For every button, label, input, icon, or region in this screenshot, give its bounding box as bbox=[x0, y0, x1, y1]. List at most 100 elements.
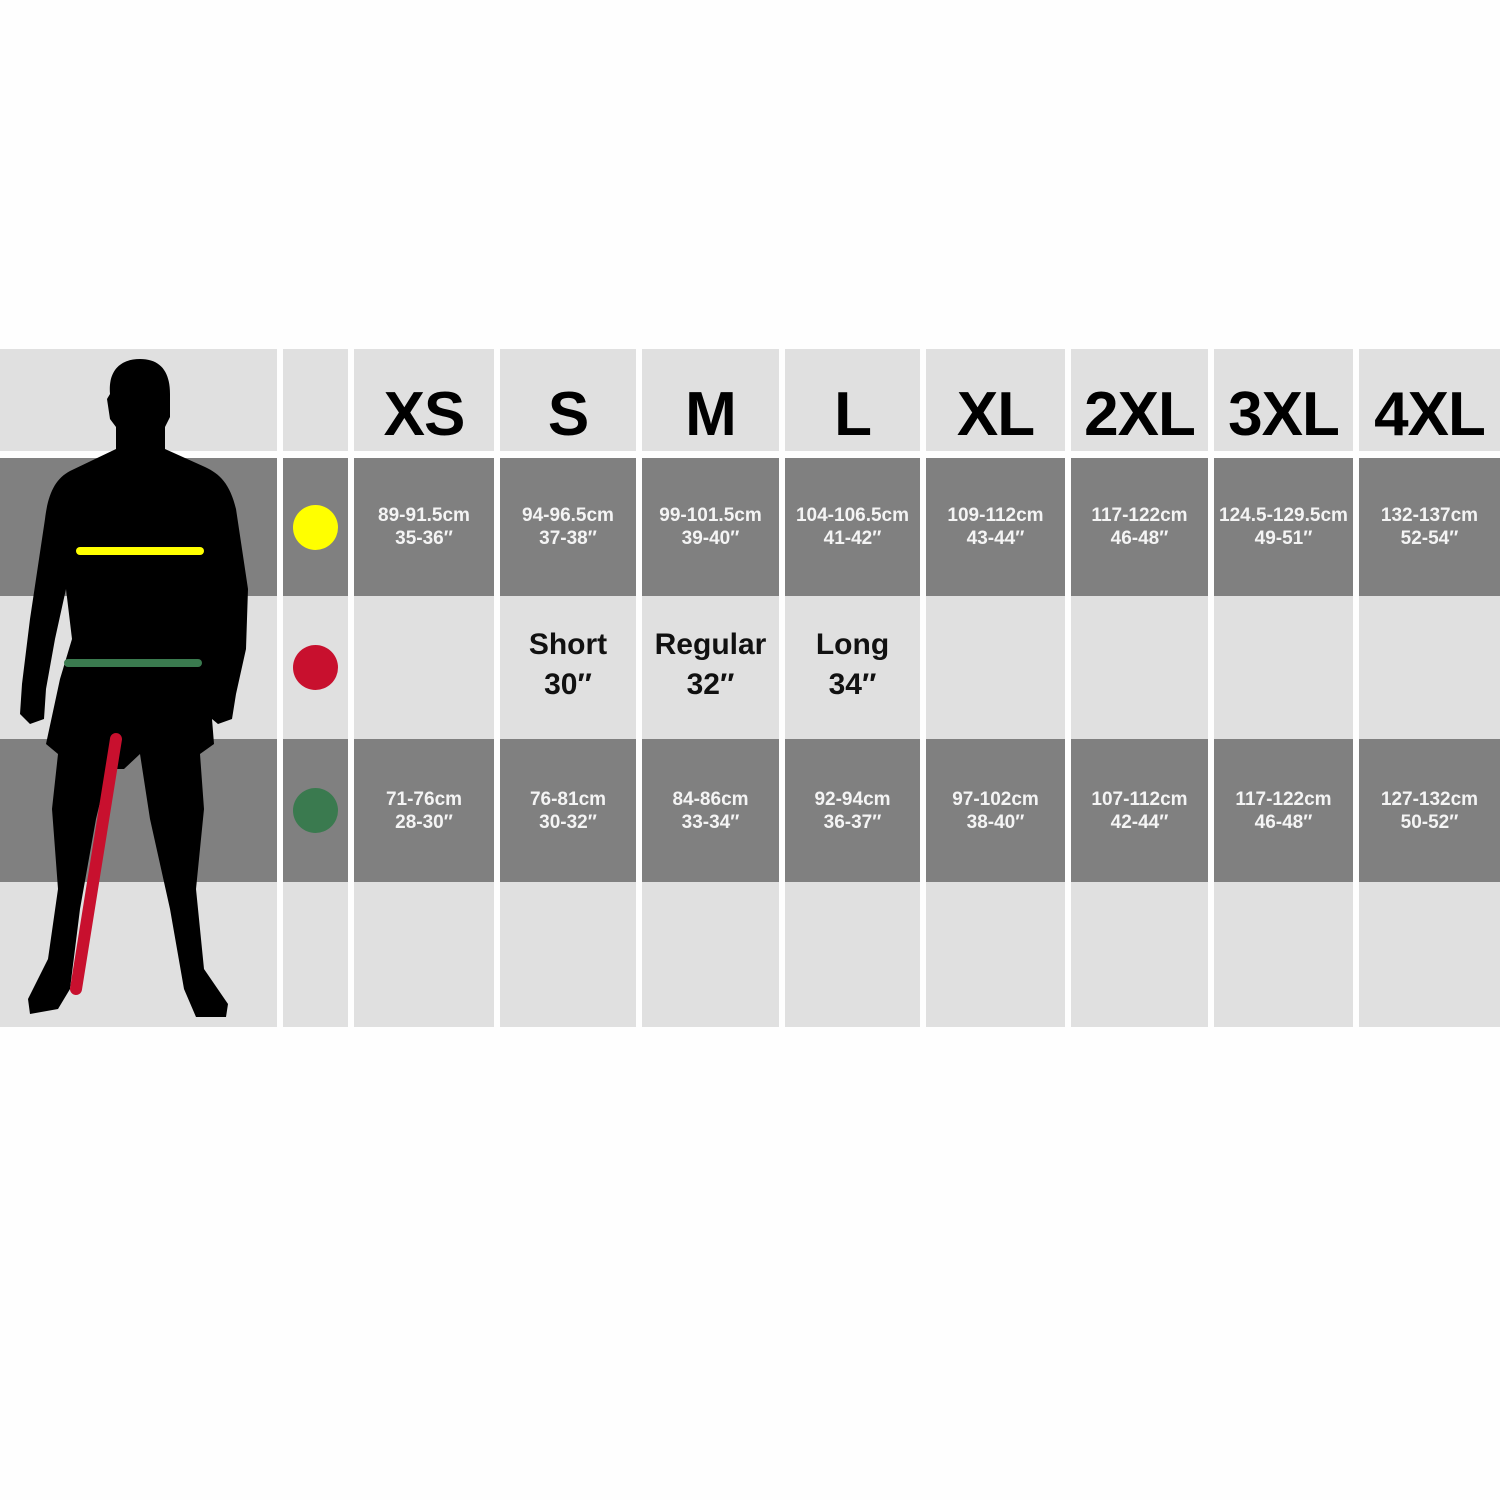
figure-row-bg bbox=[0, 739, 277, 882]
empty-cell bbox=[926, 882, 1065, 1027]
size-column-4xl: 4XL 132-137cm 52-54″ 127-132cm 50-52″ bbox=[1359, 349, 1500, 1027]
leg-name: Regular bbox=[654, 627, 767, 661]
waist-in: 38-40″ bbox=[966, 811, 1025, 833]
chest-cell: 99-101.5cm 39-40″ bbox=[642, 458, 779, 596]
size-label: M bbox=[685, 379, 737, 449]
size-header-cell: M bbox=[642, 349, 779, 451]
waist-cell: 127-132cm 50-52″ bbox=[1359, 739, 1500, 882]
legend-column bbox=[283, 349, 348, 1027]
waist-in: 30-32″ bbox=[539, 811, 597, 833]
inside-leg-cell: Short 30″ bbox=[500, 596, 636, 739]
inside-leg-cell: Regular 32″ bbox=[642, 596, 779, 739]
waist-cell: 97-102cm 38-40″ bbox=[926, 739, 1065, 882]
size-label: L bbox=[834, 379, 872, 449]
chest-cm: 132-137cm bbox=[1380, 505, 1479, 526]
inside-leg-dot-icon bbox=[293, 645, 338, 690]
empty-cell bbox=[1359, 882, 1500, 1027]
waist-in: 28-30″ bbox=[395, 811, 453, 833]
size-column-xs: XS 89-91.5cm 35-36″ 71-76cm 28-30″ bbox=[354, 349, 494, 1027]
waist-cell: 76-81cm 30-32″ bbox=[500, 739, 636, 882]
chest-in: 52-54″ bbox=[1400, 528, 1459, 549]
chest-in: 37-38″ bbox=[539, 528, 597, 549]
chest-in: 46-48″ bbox=[1110, 528, 1169, 549]
waist-cell: 84-86cm 33-34″ bbox=[642, 739, 779, 882]
size-header-cell: 2XL bbox=[1071, 349, 1208, 451]
chest-cm: 89-91.5cm bbox=[378, 505, 470, 526]
size-label: 3XL bbox=[1228, 379, 1340, 449]
leg-name: Short bbox=[528, 627, 608, 661]
waist-in: 42-44″ bbox=[1110, 811, 1169, 833]
waist-cell: 117-122cm 46-48″ bbox=[1214, 739, 1353, 882]
chest-cell: 132-137cm 52-54″ bbox=[1359, 458, 1500, 596]
size-label: XS bbox=[383, 379, 466, 449]
chest-in: 35-36″ bbox=[395, 528, 453, 549]
waist-cell: 92-94cm 36-37″ bbox=[785, 739, 920, 882]
chest-in: 49-51″ bbox=[1254, 528, 1313, 549]
chest-cm: 99-101.5cm bbox=[659, 505, 762, 526]
inside-leg-cell bbox=[926, 596, 1065, 739]
size-column-xl: XL 109-112cm 43-44″ 97-102cm 38-40″ bbox=[926, 349, 1065, 1027]
empty-cell bbox=[1071, 882, 1208, 1027]
empty-cell bbox=[500, 882, 636, 1027]
waist-in: 36-37″ bbox=[823, 811, 882, 833]
chest-cell: 89-91.5cm 35-36″ bbox=[354, 458, 494, 596]
legend-header-cell bbox=[283, 349, 348, 451]
chest-cell: 117-122cm 46-48″ bbox=[1071, 458, 1208, 596]
size-header-cell: 4XL bbox=[1359, 349, 1500, 451]
waist-cm: 76-81cm bbox=[529, 788, 607, 810]
leg-in: 30″ bbox=[544, 667, 592, 701]
size-label: S bbox=[547, 379, 589, 449]
legend-cell-leg bbox=[283, 596, 348, 739]
size-column-l: L 104-106.5cm 41-42″ Long 34″ 92-94cm 36-37″ bbox=[785, 349, 920, 1027]
empty-cell bbox=[785, 882, 920, 1027]
size-header-cell: 3XL bbox=[1214, 349, 1353, 451]
chest-in: 43-44″ bbox=[966, 528, 1025, 549]
waist-measure-line bbox=[64, 659, 202, 667]
waist-in: 33-34″ bbox=[681, 811, 740, 833]
size-header-cell: S bbox=[500, 349, 636, 451]
waist-cm: 107-112cm bbox=[1091, 788, 1188, 810]
size-label: XL bbox=[956, 379, 1035, 449]
waist-cm: 84-86cm bbox=[672, 788, 749, 810]
figure-column bbox=[0, 349, 277, 1027]
size-header-cell: L bbox=[785, 349, 920, 451]
leg-in: 34″ bbox=[828, 667, 877, 701]
inside-leg-measure-line bbox=[70, 733, 122, 995]
size-column-3xl: 3XL 124.5-129.5cm 49-51″ 117-122cm 46-48″ bbox=[1214, 349, 1353, 1027]
chest-cm: 104-106.5cm bbox=[795, 505, 910, 526]
chest-cm: 109-112cm bbox=[947, 505, 1044, 526]
inside-leg-cell bbox=[354, 596, 494, 739]
inside-leg-cell bbox=[1071, 596, 1208, 739]
chest-cell: 124.5-129.5cm 49-51″ bbox=[1214, 458, 1353, 596]
empty-cell bbox=[354, 882, 494, 1027]
waist-dot-icon bbox=[293, 788, 338, 833]
inside-leg-cell bbox=[1214, 596, 1353, 739]
chest-measure-line bbox=[76, 547, 204, 555]
chest-cell: 109-112cm 43-44″ bbox=[926, 458, 1065, 596]
chest-dot-icon bbox=[293, 504, 338, 550]
size-header-cell: XS bbox=[354, 349, 494, 451]
size-column-2xl: 2XL 117-122cm 46-48″ 107-112cm 42-44″ bbox=[1071, 349, 1208, 1027]
legend-cell-empty bbox=[283, 882, 348, 1027]
size-label: 2XL bbox=[1084, 379, 1196, 449]
chest-cell: 94-96.5cm 37-38″ bbox=[500, 458, 636, 596]
waist-cm: 117-122cm bbox=[1235, 788, 1332, 810]
leg-in: 32″ bbox=[686, 667, 735, 701]
chest-in: 41-42″ bbox=[823, 528, 882, 549]
size-column-s: S 94-96.5cm 37-38″ Short 30″ 76-81cm 30-32″ bbox=[500, 349, 636, 1027]
chest-cm: 124.5-129.5cm bbox=[1219, 505, 1348, 526]
empty-cell bbox=[642, 882, 779, 1027]
waist-cell: 71-76cm 28-30″ bbox=[354, 739, 494, 882]
waist-cm: 97-102cm bbox=[952, 788, 1039, 810]
waist-cm: 71-76cm bbox=[385, 788, 463, 810]
chest-cm: 94-96.5cm bbox=[522, 505, 614, 526]
body-silhouette-icon bbox=[20, 359, 248, 1017]
legend-cell-chest bbox=[283, 458, 348, 596]
chest-in: 39-40″ bbox=[681, 528, 740, 549]
legend-cell-waist bbox=[283, 739, 348, 882]
chest-cm: 117-122cm bbox=[1091, 505, 1188, 526]
chest-cell: 104-106.5cm 41-42″ bbox=[785, 458, 920, 596]
leg-name: Long bbox=[815, 627, 890, 661]
size-label: 4XL bbox=[1374, 379, 1486, 449]
waist-cell: 107-112cm 42-44″ bbox=[1071, 739, 1208, 882]
